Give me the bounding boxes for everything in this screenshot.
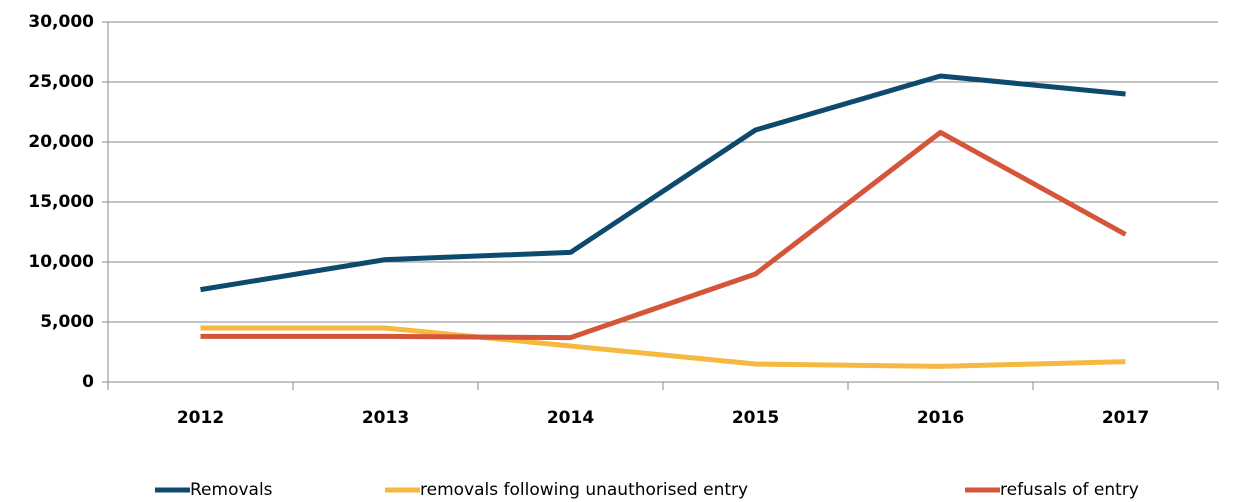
y-tick-label: 10,000 <box>28 252 94 272</box>
x-tick-label: 2013 <box>362 408 409 428</box>
x-tick-label: 2014 <box>547 408 594 428</box>
x-tick-label: 2015 <box>732 408 779 428</box>
x-tick-label: 2016 <box>917 408 964 428</box>
y-tick-label: 15,000 <box>28 192 94 212</box>
legend-label: refusals of entry <box>1000 480 1139 500</box>
y-tick-label: 20,000 <box>28 132 94 152</box>
y-tick-label: 5,000 <box>40 312 94 332</box>
y-tick-label: 30,000 <box>28 12 94 32</box>
line-series <box>200 325 1126 369</box>
legend-label: removals following unauthorised entry <box>420 480 748 500</box>
x-tick-label: 2012 <box>177 408 224 428</box>
legend-label: Removals <box>190 480 273 500</box>
line-series <box>200 129 1127 341</box>
x-tick-label: 2017 <box>1102 408 1149 428</box>
y-tick-label: 25,000 <box>28 72 94 92</box>
line-series <box>200 73 1126 293</box>
y-tick-label: 0 <box>82 372 94 392</box>
